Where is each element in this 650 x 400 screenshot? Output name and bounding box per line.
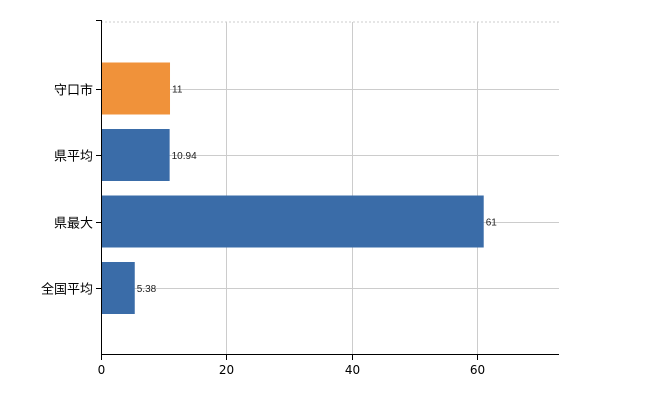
data-label: 11 — [172, 85, 183, 96]
bar — [101, 195, 484, 248]
data-label: 61 — [486, 218, 498, 229]
category-label: 守口市 — [54, 83, 93, 99]
category-label: 県平均 — [54, 150, 93, 165]
x-tick-label: 40 — [345, 363, 360, 377]
x-tick-label: 20 — [219, 363, 234, 377]
bar-layer: 11 10.94 61 5.38 — [101, 62, 498, 314]
x-tick-label: 0 — [98, 363, 106, 377]
bar — [101, 62, 171, 115]
bar — [101, 129, 170, 181]
category-label: 全国平均 — [41, 282, 93, 298]
category-label: 県最大 — [54, 217, 93, 232]
data-label: 5.38 — [137, 284, 157, 295]
x-tick-label: 60 — [470, 363, 485, 377]
bar — [101, 262, 135, 314]
data-label: 10.94 — [172, 151, 197, 162]
